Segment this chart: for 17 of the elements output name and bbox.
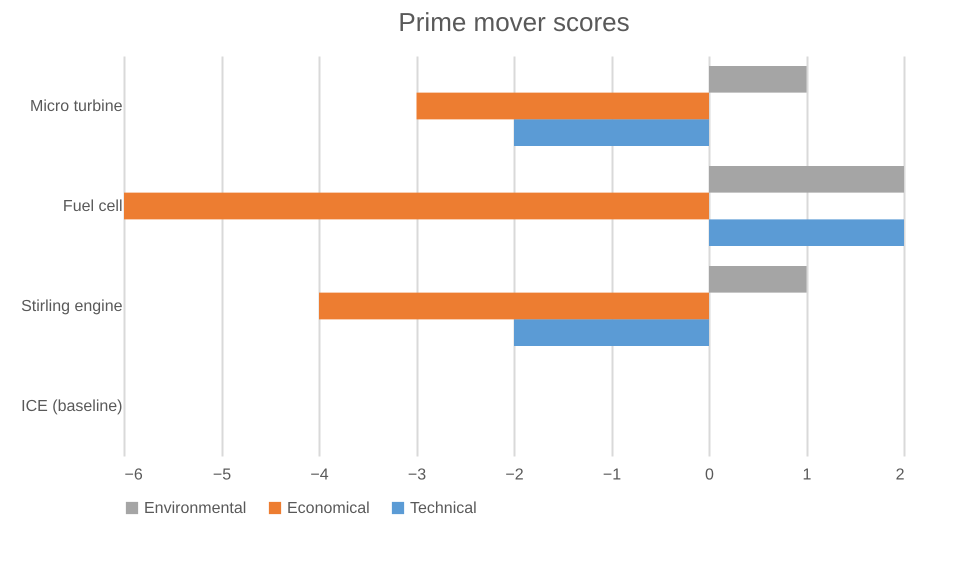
chart-title: Prime mover scores xyxy=(398,7,630,37)
x-tick-label: −6 xyxy=(124,466,143,484)
x-tick-label: −4 xyxy=(310,466,329,484)
x-tick-label: −5 xyxy=(212,466,232,484)
y-tick-label: Stirling engine xyxy=(21,298,123,315)
y-tick-label: Micro turbine xyxy=(30,98,123,115)
y-tick-label: ICE (baseline) xyxy=(21,398,122,415)
x-tick-label: 1 xyxy=(802,466,812,484)
x-tick-label: 2 xyxy=(896,466,905,484)
legend-label: Environmental xyxy=(144,500,246,517)
x-tick-label: −1 xyxy=(602,466,622,484)
y-tick-label: Fuel cell xyxy=(62,198,122,215)
legend-label: Economical xyxy=(287,500,370,517)
x-tick-label: −2 xyxy=(505,466,524,484)
legend-label: Technical xyxy=(410,500,477,517)
x-tick-label: 0 xyxy=(705,466,714,484)
x-tick-label: −3 xyxy=(408,466,426,484)
